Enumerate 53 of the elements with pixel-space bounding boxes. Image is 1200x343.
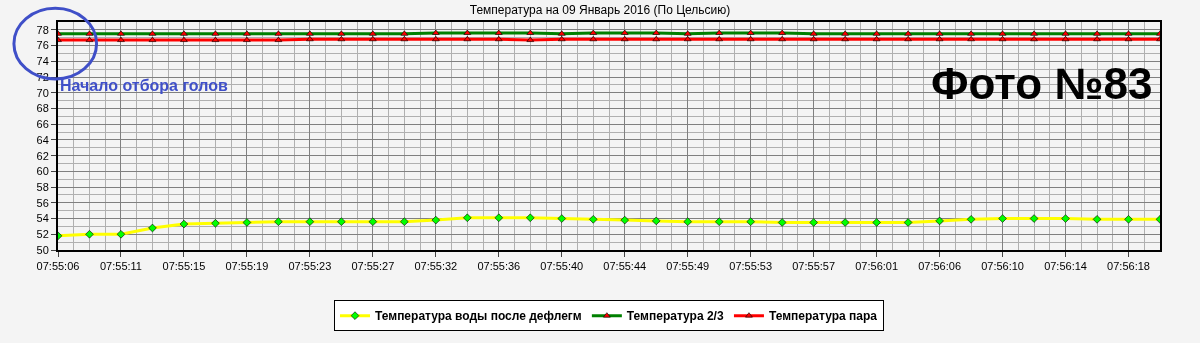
y-tick-label: 56 [36,196,49,209]
y-tick-label: 70 [36,86,49,99]
point [495,36,503,42]
point [967,36,975,42]
x-tick-label: 07:55:06 [36,260,80,273]
x-tick-label: 07:55:44 [603,260,647,273]
legend-label: Температура 2/3 [626,309,724,324]
point [180,36,188,42]
x-tick-label: 07:55:11 [99,260,142,273]
y-tick-label: 58 [36,180,49,193]
x-tick-label: 07:55:53 [729,260,773,273]
point [306,36,314,42]
x-tick-label: 07:55:27 [351,260,395,273]
y-tick-label: 60 [36,165,49,178]
chart-title: Температура на 09 Январь 2016 (По Цельсию) [469,2,731,17]
x-tick-label: 07:56:06 [918,260,962,273]
point [904,36,912,42]
y-tick-label: 64 [36,133,49,146]
point [432,36,440,42]
x-tick-label: 07:55:19 [225,260,269,273]
legend-label: Температура пара [768,309,878,324]
annotation: Фото №83 [931,59,1153,108]
x-tick-label: 07:55:36 [477,260,521,273]
point [243,36,251,42]
point [1093,36,1101,42]
y-tick-label: 74 [36,55,49,68]
x-tick-label: 07:56:14 [1044,260,1087,273]
y-tick-label: 54 [36,212,49,225]
point [652,36,660,42]
x-tick-label: 07:55:15 [162,260,206,273]
x-tick-label: 07:55:57 [792,260,836,273]
y-tick-label: 78 [36,23,49,36]
x-tick-label: 07:56:18 [1107,260,1150,273]
x-tick-label: 07:55:49 [666,260,710,273]
point [117,36,125,42]
y-tick-label: 52 [36,228,49,241]
x-tick-label: 07:55:23 [288,260,332,273]
legend-label: Температура воды после дефлегм [375,309,582,324]
point [369,36,377,42]
x-tick-label: 07:56:01 [855,260,899,273]
point [715,36,723,42]
point [558,36,566,42]
x-tick-label: 07:56:10 [981,260,1024,273]
y-tick-label: 68 [36,102,49,115]
y-tick-label: 62 [36,149,49,162]
point [778,36,786,42]
point [841,36,849,42]
x-tick-label: 07:55:32 [414,260,458,273]
x-tick-label: 07:55:40 [540,260,584,273]
y-tick-label: 76 [36,39,49,52]
point [1030,36,1038,42]
y-tick-label: 66 [36,118,49,131]
y-tick-label: 50 [36,243,49,256]
